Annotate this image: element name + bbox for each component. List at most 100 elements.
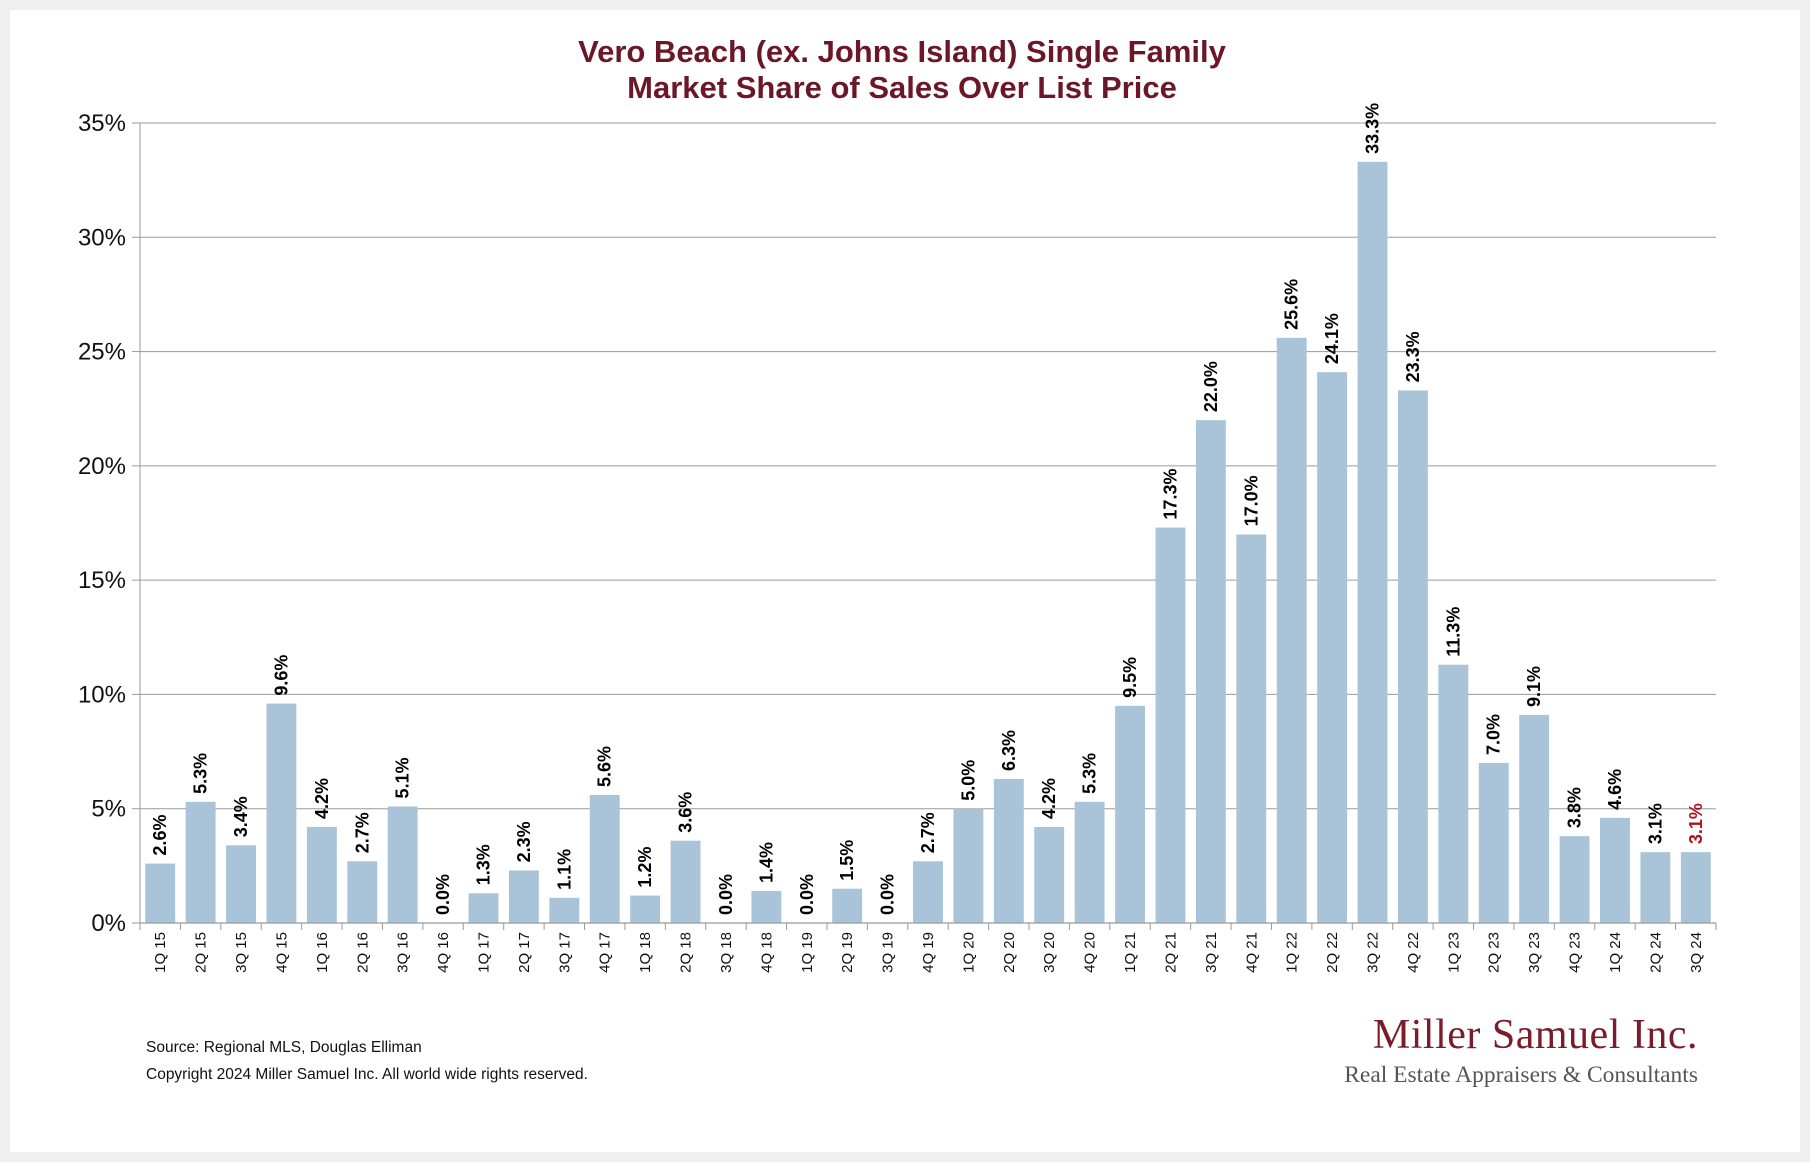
bar-data-label: 5.3% bbox=[1080, 753, 1100, 794]
x-tick-label: 3Q 23 bbox=[1526, 932, 1543, 973]
x-tick-label: 3Q 16 bbox=[395, 932, 412, 973]
bar bbox=[630, 895, 661, 923]
bar-data-label: 9.6% bbox=[271, 655, 291, 696]
bar-data-label: 9.1% bbox=[1524, 666, 1544, 707]
axes bbox=[139, 123, 1717, 930]
x-tick-label: 3Q 21 bbox=[1203, 932, 1220, 973]
bar-data-label: 3.6% bbox=[676, 792, 696, 833]
y-tick-label: 30% bbox=[78, 224, 126, 251]
chart-title-line-2: Market Share of Sales Over List Price bbox=[627, 70, 1177, 105]
copyright-note: Copyright 2024 Miller Samuel Inc. All wo… bbox=[146, 1066, 588, 1083]
x-tick-label: 2Q 20 bbox=[1001, 932, 1018, 973]
bar bbox=[1074, 801, 1105, 923]
y-axis-ticks: 0% 5% 10% 15% 20% 25% 30% 35% bbox=[78, 110, 140, 937]
x-tick-label: 1Q 16 bbox=[314, 932, 331, 973]
bar-data-label: 1.5% bbox=[837, 840, 857, 881]
x-tick-label: 2Q 23 bbox=[1486, 932, 1503, 973]
x-tick-label: 2Q 16 bbox=[354, 932, 371, 973]
x-tick-label: 1Q 18 bbox=[637, 932, 654, 973]
bar bbox=[306, 827, 337, 923]
x-tick-label: 3Q 20 bbox=[1041, 932, 1058, 973]
bar-data-label: 4.2% bbox=[312, 778, 332, 819]
bar-data-label: 1.1% bbox=[554, 849, 574, 890]
bar bbox=[1397, 390, 1428, 923]
bar-data-label: 0.0% bbox=[797, 874, 817, 915]
x-tick-label: 3Q 19 bbox=[880, 932, 897, 973]
bar-data-label: 4.2% bbox=[1039, 778, 1059, 819]
bar bbox=[266, 703, 297, 923]
bar bbox=[1478, 763, 1509, 923]
bar bbox=[1034, 827, 1065, 923]
y-tick-label: 0% bbox=[91, 910, 126, 937]
bar bbox=[913, 861, 943, 923]
x-tick-label: 1Q 17 bbox=[475, 932, 492, 973]
x-tick-label: 4Q 18 bbox=[758, 932, 775, 973]
bar bbox=[468, 893, 499, 923]
bar bbox=[1236, 534, 1267, 923]
bar-data-label: 6.3% bbox=[999, 730, 1019, 771]
bar-data-label: 2.3% bbox=[514, 821, 534, 862]
data-labels: 2.6% 5.3% 3.4% 9.6% 4.2% 2.7% 5.1% 0.0% 1.3% 2.3%… bbox=[150, 103, 1706, 915]
x-tick-label: 3Q 17 bbox=[556, 932, 573, 973]
bar-data-label: 7.0% bbox=[1484, 714, 1504, 755]
x-tick-label: 2Q 21 bbox=[1162, 932, 1179, 973]
bar bbox=[1317, 372, 1348, 924]
bar-data-label: 22.0% bbox=[1201, 361, 1221, 412]
bar bbox=[832, 888, 863, 923]
x-tick-label: 2Q 24 bbox=[1647, 932, 1664, 973]
bar-data-label: 23.3% bbox=[1403, 331, 1423, 382]
x-tick-label: 2Q 19 bbox=[839, 932, 856, 973]
x-tick-label: 3Q 15 bbox=[233, 932, 250, 973]
bar-data-label: 3.8% bbox=[1565, 787, 1585, 828]
bar-data-label: 5.0% bbox=[958, 760, 978, 801]
y-tick-label: 25% bbox=[78, 339, 126, 366]
bar bbox=[387, 806, 418, 923]
bar-data-label: 3.4% bbox=[231, 796, 251, 837]
chart-title-line-1: Vero Beach (ex. Johns Island) Single Fam… bbox=[578, 34, 1227, 69]
bar-data-label: 5.6% bbox=[595, 746, 615, 787]
bar bbox=[670, 840, 701, 923]
x-tick-label: 1Q 24 bbox=[1607, 932, 1624, 973]
bar-data-label: 0.0% bbox=[716, 874, 736, 915]
bar-data-label: 2.6% bbox=[150, 815, 170, 856]
bar-data-label: 5.1% bbox=[393, 757, 413, 798]
x-axis-ticks: 1Q 15 2Q 15 3Q 15 4Q 15 1Q 16 2Q 16 3Q 16 4Q 16… bbox=[152, 932, 1705, 973]
bar-data-label: 1.2% bbox=[635, 847, 655, 888]
source-note: Source: Regional MLS, Douglas Elliman bbox=[146, 1039, 422, 1056]
y-tick-label: 20% bbox=[78, 453, 126, 480]
gridlines bbox=[140, 122, 1716, 810]
bar bbox=[145, 863, 176, 923]
bar bbox=[751, 891, 782, 923]
bar-data-label: 24.1% bbox=[1322, 313, 1342, 364]
bar bbox=[549, 897, 580, 923]
y-tick-label: 35% bbox=[78, 110, 126, 137]
x-tick-label: 1Q 22 bbox=[1284, 932, 1301, 973]
bar bbox=[508, 870, 539, 923]
bar bbox=[953, 808, 984, 923]
bar-data-label: 4.6% bbox=[1605, 769, 1625, 810]
bars bbox=[145, 161, 1711, 924]
bar bbox=[226, 845, 256, 923]
y-tick-label: 10% bbox=[78, 681, 126, 708]
x-tick-label: 1Q 19 bbox=[799, 932, 816, 973]
bar bbox=[1680, 852, 1711, 923]
bar-data-label: 0.0% bbox=[433, 874, 453, 915]
bar-data-label: 0.0% bbox=[878, 874, 898, 915]
bar bbox=[1195, 420, 1226, 923]
bar-data-label: 17.3% bbox=[1160, 469, 1180, 520]
bar-data-label: 3.1% bbox=[1686, 803, 1706, 844]
bar bbox=[1559, 836, 1590, 923]
y-tick-label: 5% bbox=[91, 796, 126, 823]
x-tick-label: 2Q 15 bbox=[193, 932, 210, 973]
bar bbox=[1115, 705, 1146, 923]
bar bbox=[589, 795, 620, 923]
bar-data-label: 11.3% bbox=[1443, 607, 1463, 657]
logo-tagline: Real Estate Appraisers & Consultants bbox=[1344, 1062, 1698, 1088]
bar bbox=[185, 801, 216, 923]
x-tick-label: 4Q 17 bbox=[597, 932, 614, 973]
x-tick-label: 4Q 22 bbox=[1405, 932, 1422, 973]
bar-data-label: 9.5% bbox=[1120, 657, 1140, 698]
bar-data-label: 33.3% bbox=[1363, 103, 1383, 154]
x-tick-label: 3Q 22 bbox=[1365, 932, 1382, 973]
x-tick-label: 3Q 18 bbox=[718, 932, 735, 973]
